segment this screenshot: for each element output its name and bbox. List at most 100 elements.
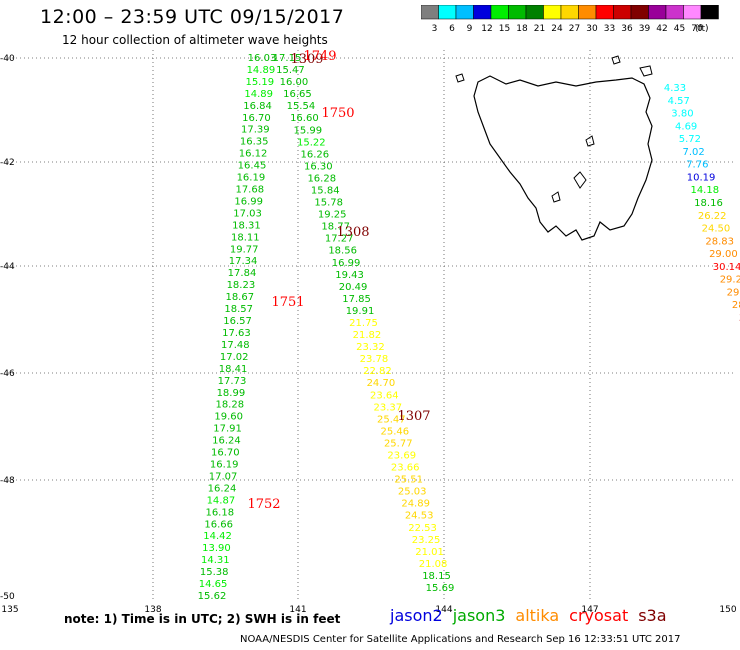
longitude-label: 138: [144, 605, 161, 615]
swh-value: 5.72: [679, 134, 701, 145]
swh-value: 16.28: [307, 173, 336, 184]
latitude-label: -46: [0, 369, 15, 379]
swh-value: 16.03: [248, 53, 277, 64]
pass-time-label: 1309: [290, 52, 323, 67]
swh-value: 4.69: [675, 121, 697, 132]
swh-value: 18.57: [224, 304, 253, 315]
swh-value: 3.80: [671, 109, 693, 120]
swh-value: 21.08: [419, 559, 448, 570]
swh-value: 23.37: [374, 402, 403, 413]
pass-time-label: 1307: [397, 409, 430, 424]
swh-value: 16.00: [280, 77, 309, 88]
swh-value: 19.91: [346, 306, 375, 317]
tasmania-coastline: [473, 75, 653, 241]
swh-value: 4.57: [668, 96, 690, 107]
swh-value: 14.31: [201, 555, 230, 566]
swh-value: 14.18: [690, 185, 719, 196]
swh-value: 14.42: [203, 531, 232, 542]
colorbar-label: 42: [656, 24, 667, 34]
swh-value: 17.73: [218, 376, 247, 387]
swh-value: 16.57: [223, 316, 252, 327]
swh-value: 22.53: [408, 523, 437, 534]
swh-value: 16.70: [242, 113, 271, 124]
swh-value: 26.22: [698, 211, 727, 222]
pass-time-label: 1752: [247, 497, 280, 512]
swh-value: 18.16: [694, 198, 723, 209]
longitude-label: 147: [581, 605, 598, 615]
colorbar-label: 33: [604, 24, 615, 34]
swh-value: 30.14: [713, 262, 740, 273]
pass-time-label: 1308: [336, 225, 369, 240]
swh-value: 7.02: [682, 147, 704, 158]
pass-time-label: 1749: [303, 49, 336, 64]
swh-value: 17.68: [235, 185, 264, 196]
longitude-label: 144: [435, 605, 452, 615]
swh-value: 14.65: [199, 579, 228, 590]
swh-value: 19.25: [318, 210, 347, 221]
colorbar-swatch: [700, 5, 719, 20]
swh-value: 28.83: [705, 236, 734, 247]
island-coastline: [455, 73, 465, 83]
swh-value: 16.35: [240, 137, 269, 148]
satellite-legend-entry: jason3: [452, 606, 506, 625]
longitude-label: 135: [1, 605, 18, 615]
latitude-label: -50: [0, 592, 15, 602]
pass-time-label: 1751: [271, 295, 304, 310]
colorbar-label: 70: [691, 24, 703, 34]
colorbar-unit: (ft): [695, 24, 709, 34]
altimeter-tracks: 16.0314.8915.1914.8916.8416.7017.3916.35…: [198, 53, 740, 602]
swh-value: 14.89: [247, 65, 276, 76]
swh-value: 17.07: [209, 471, 238, 482]
colorbar-label: 27: [569, 24, 580, 34]
swh-value: 17.85: [342, 294, 371, 305]
swh-value: 13.90: [202, 543, 231, 554]
swh-value: 25.51: [394, 475, 423, 486]
colorbar-label: 30: [586, 24, 598, 34]
credit-line: NOAA/NESDIS Center for Satellite Applica…: [240, 634, 681, 645]
colorbar-label: 36: [621, 24, 633, 34]
swh-value: 25.03: [398, 487, 427, 498]
swh-value: 29.00: [709, 249, 738, 260]
swh-value: 17.03: [233, 208, 262, 219]
swh-value: 16.45: [238, 161, 267, 172]
swh-value: 3: [739, 313, 740, 324]
swh-value: 19.60: [214, 412, 243, 423]
swh-value: 16.24: [212, 436, 241, 447]
satellite-legend-entry: cryosat: [569, 606, 629, 625]
swh-value: 29.: [727, 287, 740, 298]
swh-value: 23.64: [370, 390, 399, 401]
swh-value: 15.19: [245, 77, 274, 88]
swh-value: 16.19: [210, 459, 239, 470]
swh-value: 16.70: [211, 448, 240, 459]
swh-value: 15.69: [426, 583, 455, 594]
lake-outline: [551, 191, 561, 203]
swh-value: 15.47: [276, 65, 305, 76]
swh-value: 18.41: [219, 364, 248, 375]
swh-value: 21.75: [349, 318, 378, 329]
colorbar-label: 21: [534, 24, 545, 34]
swh-value: 29.2: [720, 275, 740, 286]
swh-value: 21.01: [415, 547, 444, 558]
colorbar-label: 15: [499, 24, 510, 34]
swh-value: 22.82: [363, 366, 392, 377]
swh-value: 19.77: [230, 244, 259, 255]
color-legend: 3 6 9 12 15 18 21 24 27 30 33 36 39 42 45 70(ft): [421, 5, 719, 34]
swh-value: 18.28: [215, 400, 244, 411]
map-subtitle: 12 hour collection of altimeter wave hei…: [62, 33, 328, 47]
swh-value: 25.46: [380, 426, 409, 437]
swh-value: 16.66: [204, 519, 233, 530]
swh-value: 15.84: [311, 186, 340, 197]
swh-value: 16.60: [290, 113, 319, 124]
swh-value: 17.15: [273, 53, 302, 64]
swh-value: 24.53: [405, 511, 434, 522]
colorbar-label: 12: [481, 24, 492, 34]
swh-value: 21.82: [353, 330, 382, 341]
swh-value: 14.89: [244, 89, 273, 100]
colorbar-label: 45: [674, 24, 685, 34]
swh-value: 10.19: [687, 172, 716, 183]
satellite-legend: jason2 jason3 altika cryosat s3a: [390, 606, 677, 625]
swh-value: 28: [732, 300, 740, 311]
swh-value: 15.54: [287, 101, 316, 112]
colorbar-label: 6: [449, 24, 455, 34]
swh-value: 18.23: [227, 280, 256, 291]
